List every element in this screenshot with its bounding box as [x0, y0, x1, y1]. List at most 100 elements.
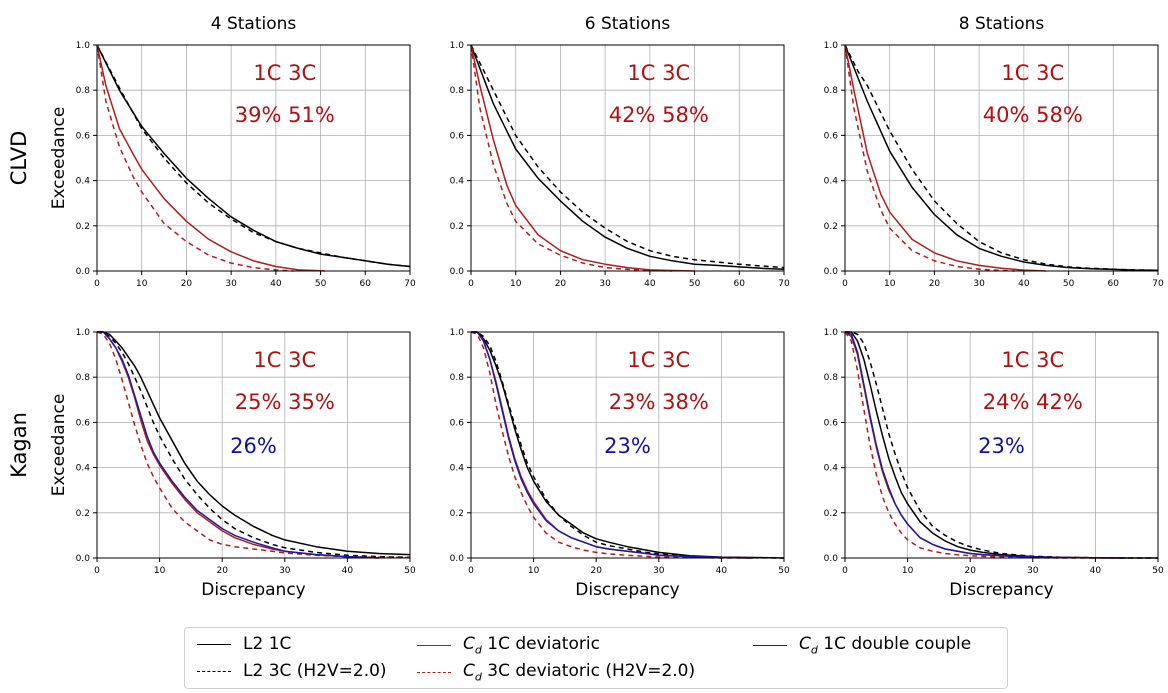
x-tick-label: 0	[468, 566, 474, 576]
x-tick-label: 60	[734, 279, 746, 289]
axes-frame	[96, 44, 411, 272]
annotation-percent-red: 23% 38%	[609, 390, 709, 414]
series-line-l2_3c	[845, 331, 1158, 559]
x-tick-label: 50	[1152, 566, 1164, 576]
y-tick-label: 0.8	[76, 373, 91, 383]
y-tick-label: 0.4	[76, 464, 91, 474]
y-tick-label: 1.0	[76, 41, 91, 51]
y-tick-label: 0.6	[76, 418, 91, 428]
y-tick-label: 1.0	[76, 328, 91, 338]
series-line-cd_1c	[96, 44, 326, 272]
x-tick-label: 40	[1090, 566, 1102, 576]
chart-title: 4 Stations	[211, 14, 297, 34]
axes-frame	[470, 44, 785, 272]
x-tick-label: 40	[644, 279, 656, 289]
legend-item: Cd 1C double couple	[753, 634, 971, 656]
y-tick-label: 0.8	[450, 86, 465, 96]
y-tick-label: 0.0	[76, 267, 91, 277]
x-tick-label: 0	[842, 279, 848, 289]
x-tick-label: 0	[94, 279, 100, 289]
x-axis-label: Discrepancy	[201, 580, 305, 600]
legend-label: L2 3C (H2V=2.0)	[243, 661, 387, 681]
legend: L2 1C L2 3C (H2V=2.0) Cd 1C deviatoric Cd 3…	[184, 627, 1008, 689]
x-tick-label: 20	[964, 566, 976, 576]
x-tick-label: 10	[902, 566, 914, 576]
y-tick-label: 0.6	[450, 418, 465, 428]
axes-frame	[844, 44, 1159, 272]
legend-line-swatch	[753, 644, 787, 646]
x-tick-label: 20	[929, 279, 941, 289]
annotation-header: 1C 3C	[1001, 348, 1064, 372]
y-tick-label: 0.8	[450, 373, 465, 383]
annotation-percent-red: 25% 35%	[235, 390, 335, 414]
axes-frame	[844, 331, 1159, 559]
row-label: CLVD	[7, 131, 31, 186]
x-tick-label: 40	[716, 566, 728, 576]
x-tick-label: 30	[973, 279, 985, 289]
series-line-dc_1c	[471, 331, 753, 559]
chart-title: 8 Stations	[959, 14, 1045, 34]
axes-frame	[470, 331, 785, 559]
legend-label: L2 1C	[243, 634, 292, 654]
annotation-header: 1C 3C	[627, 348, 690, 372]
annotation-percent-blue: 23%	[604, 434, 651, 458]
x-tick-label: 20	[181, 279, 193, 289]
x-tick-label: 40	[342, 566, 354, 576]
x-axis-label: Discrepancy	[949, 580, 1053, 600]
legend-line-swatch	[417, 644, 451, 646]
series-line-cd_1c	[470, 44, 695, 272]
y-tick-label: 0.2	[824, 222, 838, 232]
series-line-l2_3c	[471, 331, 785, 559]
legend-item: Cd 1C deviatoric	[417, 634, 600, 656]
y-tick-label: 1.0	[824, 328, 839, 338]
x-tick-label: 30	[279, 566, 291, 576]
y-tick-label: 0.6	[450, 131, 465, 141]
x-tick-label: 70	[404, 279, 416, 289]
y-tick-label: 0.6	[824, 418, 839, 428]
y-tick-label: 0.2	[76, 222, 90, 232]
series-line-l2_3c	[97, 331, 411, 559]
y-tick-label: 0.2	[76, 509, 90, 519]
x-tick-label: 30	[225, 279, 237, 289]
legend-item: L2 1C	[197, 634, 291, 654]
annotation-header: 1C 3C	[253, 348, 316, 372]
series-line-l2_3c	[844, 44, 1159, 272]
x-tick-label: 30	[653, 566, 665, 576]
axes-frame	[96, 331, 411, 559]
y-axis-label: Exceedance	[49, 394, 69, 497]
series-line-l2_1c	[96, 44, 411, 268]
x-tick-label: 50	[689, 279, 701, 289]
x-tick-label: 0	[94, 566, 100, 576]
legend-line-swatch	[197, 643, 231, 645]
x-tick-label: 50	[1063, 279, 1075, 289]
annotation-percent-red: 39% 51%	[235, 103, 335, 127]
chart-title: 6 Stations	[585, 14, 671, 34]
x-tick-label: 20	[590, 566, 602, 576]
x-tick-label: 70	[778, 279, 790, 289]
y-tick-label: 1.0	[450, 41, 465, 51]
y-tick-label: 0.8	[824, 86, 839, 96]
y-tick-label: 0.8	[824, 373, 839, 383]
x-tick-label: 30	[599, 279, 611, 289]
x-tick-label: 50	[404, 566, 416, 576]
y-tick-label: 0.4	[450, 177, 465, 187]
x-tick-label: 10	[136, 279, 148, 289]
x-tick-label: 0	[842, 566, 848, 576]
y-tick-label: 0.4	[824, 177, 839, 187]
y-tick-label: 0.0	[450, 267, 465, 277]
annotation-percent-blue: 23%	[978, 434, 1025, 458]
y-tick-label: 0.4	[450, 464, 465, 474]
y-tick-label: 0.0	[76, 554, 91, 564]
series-line-dc_1c	[97, 331, 379, 559]
legend-item: L2 3C (H2V=2.0)	[197, 661, 387, 681]
y-tick-label: 0.2	[824, 509, 838, 519]
y-tick-label: 0.2	[450, 509, 464, 519]
legend-line-swatch	[417, 671, 451, 673]
series-line-dc_1c	[844, 331, 1124, 559]
annotation-header: 1C 3C	[1001, 61, 1064, 85]
y-tick-label: 0.6	[76, 131, 91, 141]
x-tick-label: 40	[270, 279, 282, 289]
x-tick-label: 50	[315, 279, 327, 289]
x-tick-label: 30	[1027, 566, 1039, 576]
y-axis-label: Exceedance	[49, 107, 69, 210]
